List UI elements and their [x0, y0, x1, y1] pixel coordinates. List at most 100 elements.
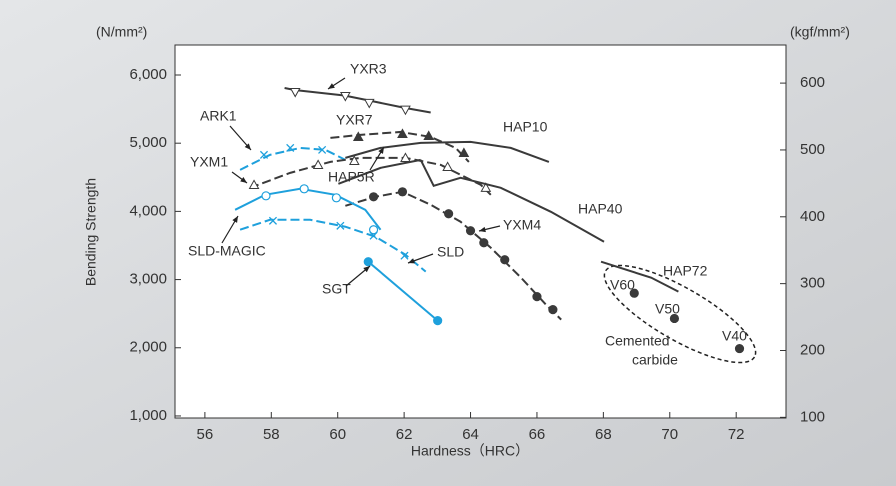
series-label: YXR7 — [336, 112, 373, 128]
point-label: V50 — [655, 301, 680, 317]
marker — [458, 147, 470, 157]
x-tick-label: 66 — [529, 426, 546, 443]
y-tick-label: 5,000 — [129, 134, 167, 151]
marker — [352, 131, 364, 142]
y-tick-label: 3,000 — [129, 271, 167, 288]
series-label: YXM1 — [190, 154, 228, 170]
leader-arrow — [408, 258, 415, 264]
marker — [286, 143, 295, 152]
series-line — [338, 158, 421, 185]
marker — [259, 150, 269, 159]
marker — [363, 98, 375, 109]
x-tick-label: 70 — [661, 426, 678, 443]
marker — [299, 184, 309, 194]
series-label: HAP72 — [663, 263, 708, 279]
annotation: Cemented — [605, 333, 670, 349]
series-label: SLD-MAGIC — [188, 243, 266, 259]
marker — [248, 179, 260, 189]
leader-arrow — [244, 143, 251, 150]
y-tick-label: 1,000 — [129, 407, 167, 424]
series-label: ARK1 — [200, 108, 237, 124]
marker — [312, 159, 324, 169]
marker — [400, 251, 409, 260]
series-label: HAP10 — [503, 119, 548, 135]
x-tick-label: 72 — [728, 426, 745, 443]
marker — [318, 145, 327, 154]
marker — [433, 316, 443, 326]
carbide-outline — [603, 264, 757, 364]
y-axis-label: Bending Strength — [83, 178, 99, 286]
marker — [479, 238, 489, 248]
point-label: V60 — [610, 277, 635, 293]
marker — [331, 193, 341, 203]
marker — [442, 161, 453, 171]
x-tick-label: 60 — [329, 426, 346, 443]
series-label: HAP5R — [328, 169, 375, 185]
x-tick-label: 56 — [197, 426, 214, 443]
x-tick-label: 68 — [595, 426, 612, 443]
series-line — [600, 260, 679, 293]
leader-arrow — [240, 176, 247, 183]
y2-tick-label: 600 — [800, 74, 825, 91]
marker — [480, 182, 492, 192]
marker — [261, 191, 271, 201]
series-label: YXR3 — [350, 61, 387, 77]
series-label: SGT — [322, 281, 351, 297]
marker — [734, 343, 745, 354]
series-line — [234, 187, 382, 231]
series-line — [419, 159, 605, 243]
y2-tick-label: 300 — [800, 275, 825, 292]
series-line — [345, 140, 550, 163]
series-label: SLD — [437, 244, 464, 260]
y-unit: (N/mm²) — [96, 24, 147, 40]
y2-tick-label: 500 — [800, 141, 825, 158]
series-label: HAP40 — [578, 201, 623, 217]
series-line — [249, 156, 492, 196]
leader-arrow — [232, 216, 238, 223]
marker — [465, 226, 476, 236]
marker — [423, 130, 435, 140]
y2-tick-label: 400 — [800, 208, 825, 225]
marker — [336, 221, 345, 230]
y2-tick-label: 100 — [800, 408, 825, 425]
marker — [348, 155, 360, 165]
annotation: carbide — [632, 352, 678, 368]
x-tick-label: 64 — [462, 426, 479, 443]
series-line — [239, 146, 346, 171]
leader-arrow — [479, 226, 486, 233]
marker — [500, 255, 510, 265]
leader-arrow — [378, 147, 384, 154]
series-line — [345, 190, 562, 321]
marker — [669, 313, 680, 324]
marker — [397, 128, 408, 139]
leader-arrow — [363, 266, 370, 273]
y2-tick-label: 200 — [800, 341, 825, 358]
x-tick-label: 58 — [263, 426, 280, 443]
point-label: V40 — [722, 328, 747, 344]
marker — [629, 288, 639, 298]
marker — [268, 216, 278, 225]
x-tick-label: 62 — [396, 426, 413, 443]
series-label: YXM4 — [503, 217, 541, 233]
leader-arrow — [328, 83, 335, 89]
marker — [368, 225, 379, 235]
marker — [444, 209, 454, 219]
marker — [532, 292, 542, 302]
marker — [397, 187, 408, 197]
marker — [400, 152, 411, 162]
marker — [368, 192, 379, 202]
marker — [289, 87, 301, 98]
plot-area — [174, 44, 787, 419]
series-line — [367, 260, 439, 322]
y-tick-label: 6,000 — [129, 66, 167, 83]
x-axis-label: Hardness（HRC） — [411, 443, 529, 459]
y-tick-label: 4,000 — [129, 202, 167, 219]
marker — [339, 92, 351, 102]
series-line — [330, 130, 470, 163]
y-tick-label: 2,000 — [129, 339, 167, 356]
y2-unit: (kgf/mm²) — [790, 24, 850, 40]
marker — [363, 257, 373, 267]
marker — [548, 305, 558, 315]
marker — [400, 105, 411, 116]
